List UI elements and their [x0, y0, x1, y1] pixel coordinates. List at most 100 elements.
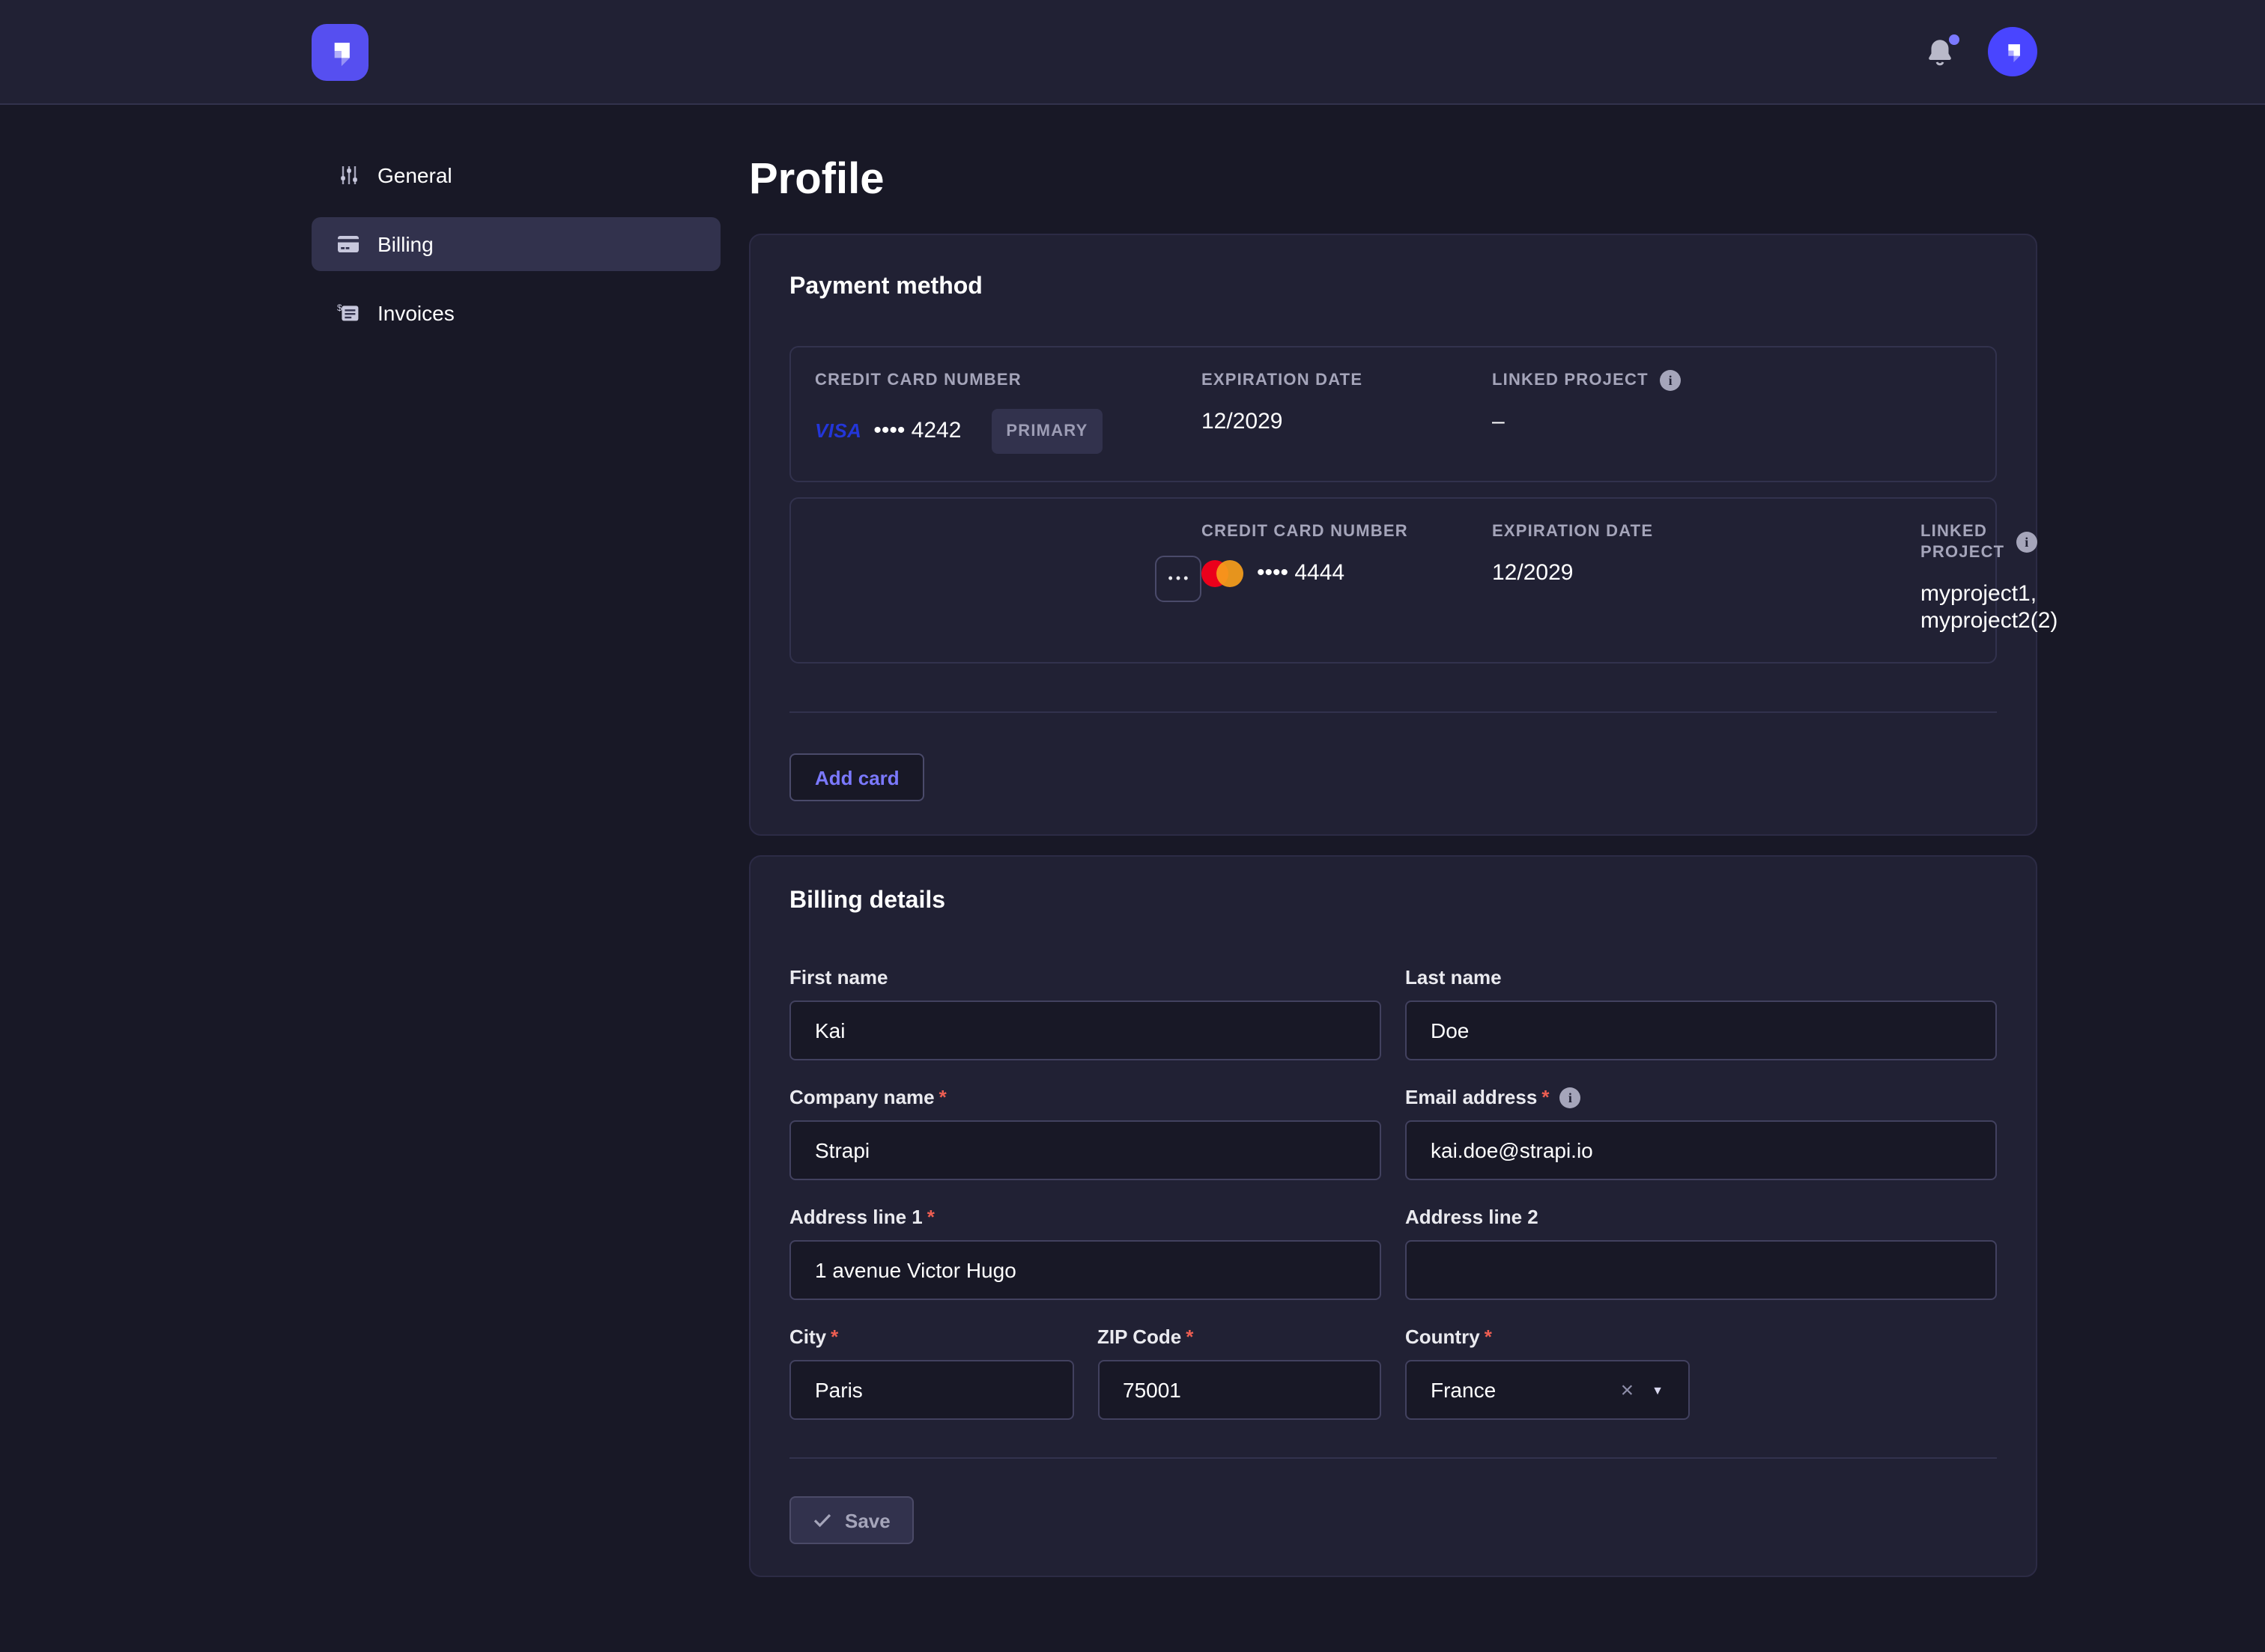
mastercard-logo: [1201, 560, 1246, 587]
address-line1-field: Address line 1 *: [789, 1206, 1381, 1300]
last-name-input[interactable]: [1405, 1000, 1997, 1060]
company-name-input[interactable]: [789, 1120, 1381, 1180]
required-marker: *: [1541, 1086, 1550, 1108]
city-field: City *: [789, 1325, 1073, 1420]
required-marker: *: [1186, 1325, 1194, 1348]
card-number-header: CREDIT CARD NUMBER: [815, 371, 1022, 389]
address-line2-field: Address line 2: [1405, 1206, 1997, 1300]
address-line2-input[interactable]: [1405, 1240, 1997, 1300]
card-actions-menu-button[interactable]: •••: [1155, 555, 1201, 601]
sidebar-item-general[interactable]: General: [312, 148, 721, 202]
masked-card-number: •••• 4242: [873, 418, 962, 443]
country-select[interactable]: France × ▼: [1405, 1360, 1689, 1420]
ellipsis-icon: •••: [1168, 571, 1192, 586]
strapi-logo[interactable]: [312, 23, 369, 80]
linked-project-header: LINKED PROJECT: [1920, 523, 2005, 562]
expiration-cell: EXPIRATION DATE 12/2029: [1201, 370, 1492, 436]
settings-sidebar: General Billing $: [312, 105, 721, 355]
first-name-label: First name: [789, 966, 888, 989]
sidebar-item-billing[interactable]: Billing: [312, 217, 721, 271]
company-name-field: Company name *: [789, 1086, 1381, 1180]
expiration-header: EXPIRATION DATE: [1492, 523, 1654, 541]
top-bar: [0, 0, 2265, 105]
primary-badge: PRIMARY: [991, 409, 1103, 454]
payment-method-card: Payment method CREDIT CARD NUMBER VISA •…: [749, 234, 2058, 836]
country-label: Country *: [1405, 1325, 1492, 1348]
save-button-label: Save: [845, 1509, 891, 1531]
svg-text:$: $: [337, 303, 342, 313]
address-line1-input[interactable]: [789, 1240, 1381, 1300]
sliders-icon: [337, 165, 360, 186]
check-icon: [813, 1513, 831, 1528]
sidebar-item-invoices[interactable]: $ Invoices: [312, 286, 721, 340]
address-line1-label: Address line 1 *: [789, 1206, 935, 1228]
company-name-label: Company name *: [789, 1086, 947, 1108]
page-title: Profile: [749, 156, 885, 204]
visa-logo: VISA: [815, 419, 862, 442]
info-icon[interactable]: i: [2016, 532, 2038, 553]
required-marker: *: [939, 1086, 947, 1108]
linked-project-cell: LINKED PROJECT i –: [1492, 370, 1920, 436]
save-button[interactable]: Save: [789, 1496, 915, 1544]
address-line2-label: Address line 2: [1405, 1206, 1538, 1228]
expiration-header: EXPIRATION DATE: [1201, 371, 1363, 389]
masked-card-number: •••• 4444: [1257, 560, 1345, 586]
city-label: City *: [789, 1325, 839, 1348]
last-name-label: Last name: [1405, 966, 1502, 989]
payment-separator: [789, 711, 1997, 713]
linked-project-header: LINKED PROJECT: [1492, 371, 1649, 389]
billing-form: First name Last name Company name*: [789, 966, 1997, 1420]
payment-section-title: Payment method: [789, 274, 983, 300]
sidebar-item-label: General: [378, 163, 452, 187]
notifications-button[interactable]: [1925, 34, 1959, 67]
first-name-input[interactable]: [789, 1000, 1381, 1060]
zip-code-label: ZIP Code *: [1097, 1325, 1194, 1348]
add-card-button[interactable]: Add card: [789, 753, 925, 801]
billing-separator: [789, 1457, 1997, 1459]
first-name-field: First name: [789, 966, 1381, 1060]
avatar-logo-icon: [2008, 44, 2020, 63]
linked-project-value: myproject1, myproject2(2): [1920, 581, 2058, 634]
last-name-field: Last name: [1405, 966, 1997, 1060]
country-field: Country * France × ▼: [1405, 1325, 1689, 1420]
linked-project-cell: LINKED PROJECT i myproject1, myproject2(…: [1920, 521, 2058, 635]
country-value: France: [1431, 1378, 1497, 1402]
email-label: Email address * i: [1405, 1086, 1997, 1110]
main-area: General Billing $: [0, 105, 2265, 1577]
city-input[interactable]: [789, 1360, 1073, 1420]
top-bar-actions: [1925, 27, 2037, 76]
invoice-icon: $: [337, 303, 360, 324]
credit-card-icon: [337, 235, 360, 253]
zip-code-field: ZIP Code *: [1097, 1325, 1381, 1420]
email-input[interactable]: [1405, 1120, 1997, 1180]
expiration-value: 12/2029: [1492, 560, 1574, 586]
card-number-cell: CREDIT CARD NUMBER •••• 4444: [1201, 521, 1492, 587]
expiration-value: 12/2029: [1201, 409, 1283, 434]
chevron-down-icon[interactable]: ▼: [1652, 1383, 1664, 1397]
required-marker: *: [831, 1325, 839, 1348]
expiration-cell: EXPIRATION DATE 12/2029: [1492, 521, 1920, 587]
info-icon[interactable]: i: [1660, 370, 1682, 391]
billing-details-card: Billing details First name Last name Com…: [749, 855, 2037, 1577]
user-avatar[interactable]: [1988, 27, 2037, 76]
email-field: Email address * i: [1405, 1086, 1997, 1180]
sidebar-item-label: Billing: [378, 232, 434, 256]
city-zip-country-row: City* ZIP Code* Country*: [789, 1325, 1997, 1420]
required-marker: *: [1484, 1325, 1492, 1348]
card-number-cell: CREDIT CARD NUMBER VISA •••• 4242 PRIMAR…: [815, 370, 1201, 454]
bell-icon: [1929, 39, 1951, 65]
linked-project-value: –: [1492, 409, 1505, 434]
credit-card-row-visa: CREDIT CARD NUMBER VISA •••• 4242 PRIMAR…: [789, 346, 1997, 482]
credit-card-row-mastercard: CREDIT CARD NUMBER •••• 4444 EXPIRATION …: [789, 497, 2058, 663]
content-column: Profile Payment method CREDIT CARD NUMBE…: [749, 105, 2058, 1577]
strapi-logo-icon: [334, 42, 350, 66]
sidebar-item-label: Invoices: [378, 301, 455, 325]
info-icon[interactable]: i: [1559, 1087, 1581, 1108]
required-marker: *: [927, 1206, 935, 1228]
notification-badge: [1949, 34, 1959, 44]
card-number-header: CREDIT CARD NUMBER: [1201, 523, 1408, 541]
billing-section-title: Billing details: [789, 888, 946, 914]
clear-icon[interactable]: ×: [1620, 1377, 1634, 1403]
zip-code-input[interactable]: [1097, 1360, 1381, 1420]
